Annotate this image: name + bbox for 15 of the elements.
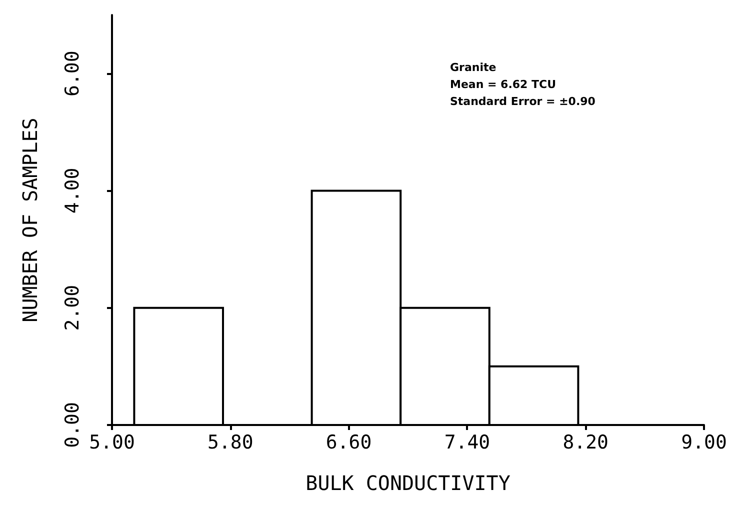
y-tick-label: 4.00	[62, 168, 84, 214]
y-tick-label: 2.00	[62, 284, 84, 331]
x-tick-label: 5.00	[89, 432, 135, 454]
annotation: Granite	[450, 61, 496, 74]
y-tick-label: 0.00	[62, 402, 84, 448]
x-tick-label: 5.80	[208, 432, 254, 454]
y-axis-title: NUMBER OF SAMPLES	[18, 118, 42, 322]
annotation: Standard Error = ±0.90	[450, 95, 596, 108]
x-tick-label: 8.20	[562, 432, 608, 454]
annotation: Mean = 6.62 TCU	[450, 78, 556, 91]
x-tick-label: 9.00	[681, 432, 727, 454]
x-tick-label: 7.40	[444, 432, 490, 454]
x-axis-title: BULK CONDUCTIVITY	[306, 471, 510, 495]
y-tick-label: 6.00	[62, 50, 84, 96]
x-tick-label: 6.60	[326, 432, 372, 454]
